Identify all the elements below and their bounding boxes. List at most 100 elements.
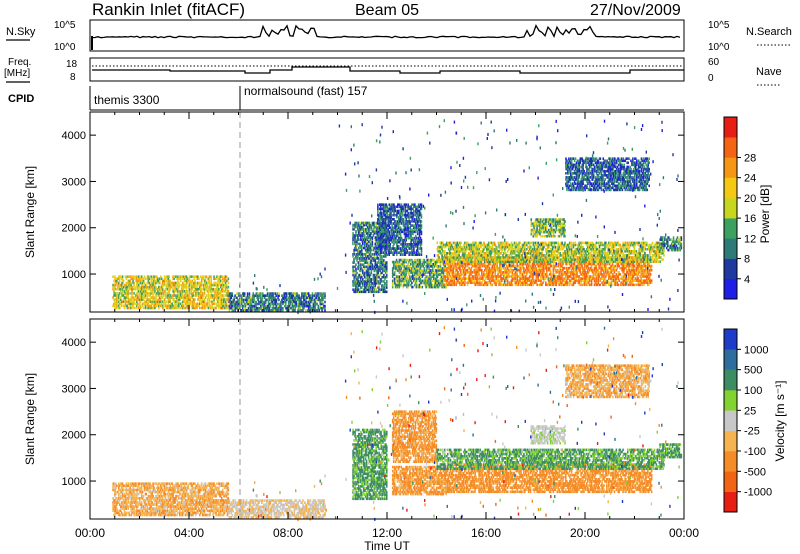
data-cell	[150, 275, 152, 278]
data-cell	[139, 290, 142, 293]
data-cell	[359, 288, 361, 291]
data-cell	[267, 306, 270, 310]
data-cell	[201, 292, 204, 295]
data-cell	[237, 309, 239, 312]
data-cell	[192, 275, 194, 278]
data-cell	[352, 234, 354, 237]
data-cell	[362, 242, 364, 246]
data-cell	[123, 290, 126, 293]
data-cell	[273, 306, 276, 310]
data-cell	[299, 302, 301, 306]
data-cell	[379, 234, 382, 238]
data-cell	[248, 304, 251, 308]
data-cell	[287, 306, 290, 310]
data-cell	[369, 232, 372, 235]
data-cell	[362, 255, 364, 258]
data-cell	[241, 300, 243, 304]
data-cell	[307, 302, 310, 306]
data-cell	[217, 302, 219, 306]
data-cell	[381, 255, 383, 258]
data-cell	[251, 306, 254, 310]
data-cell	[284, 296, 286, 300]
data-cell	[312, 298, 315, 302]
data-cell	[355, 273, 357, 277]
data-cell	[384, 261, 386, 264]
data-cell	[173, 298, 175, 301]
data-cell	[205, 275, 208, 278]
data-cell	[265, 298, 268, 302]
data-cell	[218, 283, 220, 287]
data-cell	[368, 271, 371, 275]
data-cell	[115, 302, 117, 306]
data-cell	[194, 298, 196, 301]
data-cell	[383, 245, 386, 248]
data-cell	[379, 222, 381, 225]
data-cell	[262, 294, 264, 297]
data-cell	[159, 285, 161, 289]
data-cell	[363, 242, 366, 246]
data-cell	[354, 223, 356, 227]
data-cell	[355, 290, 357, 294]
data-cell	[387, 245, 390, 248]
data-cell	[367, 246, 370, 250]
data-cell	[184, 277, 187, 281]
data-cell	[371, 282, 374, 285]
data-cell	[248, 292, 251, 295]
data-cell	[197, 275, 199, 278]
data-cell	[363, 261, 366, 264]
data-cell	[379, 205, 382, 209]
data-cell	[294, 304, 297, 308]
data-cell	[379, 228, 382, 231]
data-cell	[198, 277, 200, 281]
data-cell	[352, 240, 354, 244]
data-cell	[391, 209, 393, 213]
data-cell	[368, 230, 371, 233]
data-cell	[136, 292, 138, 295]
cpid-panel: CPID themis 3300 normalsound (fast) 157	[8, 84, 684, 111]
data-cell	[220, 290, 222, 293]
data-cell	[386, 247, 389, 250]
data-cell	[418, 253, 421, 256]
data-cell	[367, 275, 370, 279]
data-cell	[398, 215, 400, 219]
data-cell	[375, 253, 377, 256]
data-cell	[141, 283, 144, 287]
data-cell	[375, 290, 377, 294]
data-cell	[384, 238, 386, 241]
data-cell	[128, 298, 131, 301]
data-cell	[404, 203, 407, 206]
data-cell	[148, 306, 151, 310]
data-cell	[401, 207, 404, 211]
data-cell	[155, 304, 157, 308]
data-cell	[376, 244, 378, 248]
data-cell	[491, 283, 494, 287]
data-cell	[149, 300, 152, 303]
data-cell	[370, 288, 373, 291]
data-cell	[192, 298, 194, 301]
data-cell	[202, 285, 205, 289]
data-cell	[321, 294, 323, 297]
data-cell	[377, 211, 379, 215]
data-cell	[119, 296, 122, 299]
data-cell	[217, 283, 219, 287]
data-cell	[316, 294, 319, 297]
data-cell	[180, 292, 182, 295]
data-cell	[306, 296, 308, 300]
data-cell	[386, 238, 389, 242]
data-cell	[378, 228, 380, 231]
data-cell	[374, 259, 377, 262]
data-cell	[358, 263, 360, 266]
data-cell	[272, 304, 275, 308]
data-cell	[549, 268, 552, 272]
data-cell	[267, 309, 270, 312]
data-cell	[391, 224, 393, 227]
data-cell	[186, 302, 189, 306]
data-cell	[203, 292, 206, 295]
data-cell	[168, 287, 171, 291]
data-cell	[400, 249, 403, 252]
data-cell	[377, 269, 379, 273]
data-cell	[393, 203, 395, 206]
data-cell	[131, 290, 133, 293]
data-cell	[160, 302, 163, 306]
data-cell	[191, 300, 193, 303]
